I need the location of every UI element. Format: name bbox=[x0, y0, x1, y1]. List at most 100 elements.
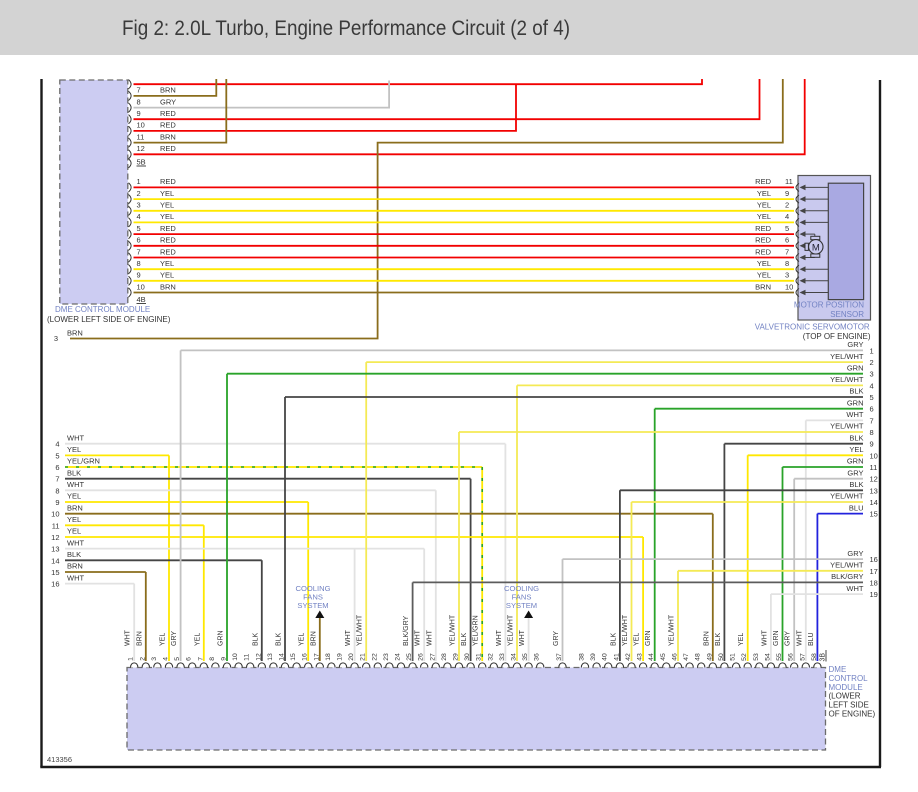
svg-text:2: 2 bbox=[870, 358, 874, 367]
svg-text:50: 50 bbox=[718, 653, 725, 661]
svg-text:14: 14 bbox=[870, 498, 878, 507]
svg-text:YEL: YEL bbox=[67, 492, 81, 501]
svg-text:(LOWER: (LOWER bbox=[829, 692, 861, 701]
svg-text:WHT: WHT bbox=[67, 538, 84, 547]
svg-text:GRY: GRY bbox=[847, 340, 863, 349]
svg-text:BLK: BLK bbox=[461, 632, 468, 646]
svg-text:WHT: WHT bbox=[415, 629, 422, 646]
svg-text:7: 7 bbox=[55, 475, 59, 484]
svg-text:RED: RED bbox=[755, 236, 771, 245]
svg-text:BLK/GRY: BLK/GRY bbox=[403, 615, 410, 646]
svg-text:GRN: GRN bbox=[773, 630, 780, 646]
svg-text:15: 15 bbox=[290, 653, 297, 661]
svg-text:WHT: WHT bbox=[67, 480, 84, 489]
svg-text:11: 11 bbox=[137, 132, 145, 141]
svg-text:YEL: YEL bbox=[160, 212, 174, 221]
svg-text:YEL: YEL bbox=[757, 259, 771, 268]
svg-text:GRY: GRY bbox=[847, 549, 863, 558]
svg-text:YEL: YEL bbox=[160, 189, 174, 198]
svg-text:BLU: BLU bbox=[849, 503, 864, 512]
svg-text:YEL/WHT: YEL/WHT bbox=[508, 614, 515, 646]
svg-text:3: 3 bbox=[54, 334, 58, 343]
svg-text:11: 11 bbox=[785, 177, 793, 186]
svg-text:3: 3 bbox=[870, 370, 874, 379]
svg-text:WHT: WHT bbox=[519, 629, 526, 646]
svg-text:VALVETRONIC SERVOMOTOR: VALVETRONIC SERVOMOTOR bbox=[755, 323, 870, 332]
svg-text:9: 9 bbox=[55, 498, 59, 507]
svg-text:32: 32 bbox=[487, 653, 494, 661]
svg-text:GRN: GRN bbox=[645, 630, 652, 646]
svg-text:28: 28 bbox=[441, 653, 448, 661]
svg-text:22: 22 bbox=[371, 653, 378, 661]
svg-text:39: 39 bbox=[590, 653, 597, 661]
svg-text:4B: 4B bbox=[137, 295, 146, 304]
svg-text:16: 16 bbox=[51, 580, 59, 589]
svg-text:YEL: YEL bbox=[67, 445, 81, 454]
svg-text:17: 17 bbox=[313, 653, 320, 661]
svg-text:YEL: YEL bbox=[757, 212, 771, 221]
svg-text:9: 9 bbox=[870, 440, 874, 449]
svg-text:49: 49 bbox=[706, 653, 713, 661]
svg-text:BRN: BRN bbox=[160, 132, 176, 141]
svg-text:YEL/WHT: YEL/WHT bbox=[830, 561, 864, 570]
svg-text:19: 19 bbox=[870, 590, 878, 599]
svg-text:4: 4 bbox=[55, 440, 59, 449]
svg-text:38: 38 bbox=[579, 653, 586, 661]
svg-text:BRN: BRN bbox=[703, 631, 710, 646]
svg-text:BLK: BLK bbox=[67, 468, 81, 477]
svg-text:21: 21 bbox=[360, 653, 367, 661]
svg-text:GRY: GRY bbox=[847, 468, 863, 477]
svg-text:37: 37 bbox=[556, 653, 563, 661]
svg-text:55: 55 bbox=[776, 653, 783, 661]
svg-text:DME: DME bbox=[829, 665, 847, 674]
svg-text:RED: RED bbox=[160, 177, 176, 186]
svg-text:16: 16 bbox=[302, 653, 309, 661]
svg-text:YEL: YEL bbox=[67, 527, 81, 536]
svg-text:12: 12 bbox=[255, 653, 262, 661]
svg-text:7: 7 bbox=[197, 657, 204, 661]
svg-text:YEL/WHT: YEL/WHT bbox=[830, 422, 864, 431]
svg-text:MOTOR POSITION: MOTOR POSITION bbox=[794, 301, 864, 310]
svg-text:8: 8 bbox=[137, 259, 141, 268]
svg-text:45: 45 bbox=[660, 653, 667, 661]
svg-text:35: 35 bbox=[522, 653, 529, 661]
svg-text:23: 23 bbox=[383, 653, 390, 661]
svg-text:8: 8 bbox=[137, 97, 141, 106]
svg-text:WHT: WHT bbox=[345, 629, 352, 646]
svg-text:18: 18 bbox=[325, 653, 332, 661]
svg-text:GRY: GRY bbox=[785, 631, 792, 646]
svg-text:16: 16 bbox=[870, 555, 878, 564]
svg-text:BLK: BLK bbox=[849, 387, 863, 396]
svg-text:5: 5 bbox=[174, 657, 181, 661]
svg-text:COOLING: COOLING bbox=[295, 584, 330, 593]
svg-text:DME CONTROL MODULE: DME CONTROL MODULE bbox=[55, 305, 150, 314]
svg-text:YEL/WHT: YEL/WHT bbox=[830, 375, 864, 384]
svg-text:BRN: BRN bbox=[160, 282, 176, 291]
svg-text:15: 15 bbox=[51, 568, 59, 577]
svg-text:BLK: BLK bbox=[276, 632, 283, 646]
svg-text:2: 2 bbox=[137, 189, 141, 198]
svg-text:30: 30 bbox=[464, 653, 471, 661]
svg-text:YEL: YEL bbox=[160, 259, 174, 268]
svg-text:13: 13 bbox=[870, 486, 878, 495]
svg-text:2: 2 bbox=[785, 201, 789, 210]
svg-text:10: 10 bbox=[137, 282, 145, 291]
svg-text:26: 26 bbox=[418, 653, 425, 661]
svg-text:36: 36 bbox=[534, 653, 541, 661]
svg-text:FANS: FANS bbox=[303, 593, 323, 602]
svg-text:7: 7 bbox=[785, 247, 789, 256]
svg-text:CONTROL: CONTROL bbox=[829, 674, 869, 683]
svg-text:34: 34 bbox=[511, 653, 518, 661]
svg-text:YEL/WHT: YEL/WHT bbox=[830, 352, 864, 361]
svg-text:WHT: WHT bbox=[796, 629, 803, 646]
svg-text:47: 47 bbox=[683, 653, 690, 661]
svg-text:8: 8 bbox=[870, 428, 874, 437]
svg-text:BLK: BLK bbox=[849, 433, 863, 442]
svg-text:BLK: BLK bbox=[610, 632, 617, 646]
svg-text:RED: RED bbox=[755, 177, 771, 186]
svg-text:3: 3 bbox=[151, 657, 158, 661]
svg-text:51: 51 bbox=[730, 653, 737, 661]
svg-text:YEL/GRN: YEL/GRN bbox=[67, 457, 100, 466]
svg-text:10: 10 bbox=[137, 121, 145, 130]
svg-text:Fig 2: 2.0L Turbo, Engine Perf: Fig 2: 2.0L Turbo, Engine Performance Ci… bbox=[122, 17, 570, 40]
